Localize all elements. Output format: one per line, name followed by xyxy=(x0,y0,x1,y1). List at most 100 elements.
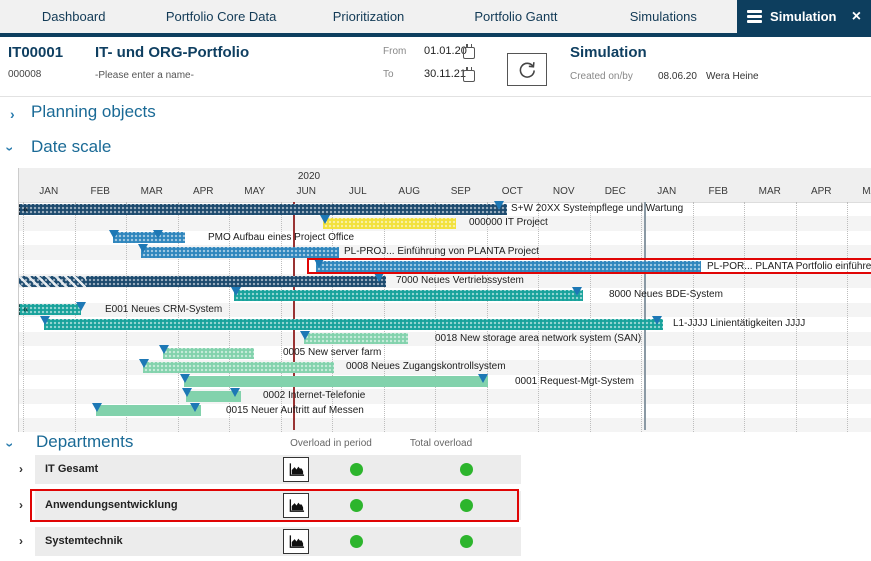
date-triangle-marker xyxy=(138,244,148,254)
utilization-chart-button[interactable] xyxy=(283,529,309,554)
date-triangle-marker xyxy=(109,229,119,239)
from-date-field[interactable]: 01.01.20 xyxy=(424,45,467,57)
gantt-bar[interactable]: « xyxy=(19,304,81,316)
tab-dashboard[interactable]: Dashboard xyxy=(41,9,106,24)
date-triangle-marker xyxy=(40,316,50,326)
gantt-bar[interactable] xyxy=(113,232,185,244)
month-gridline xyxy=(589,202,591,432)
section-date-scale[interactable]: Date scale xyxy=(31,137,112,156)
month-gridline xyxy=(847,202,848,432)
month-label: APR xyxy=(810,186,832,197)
utilization-chart-button[interactable] xyxy=(283,457,309,482)
gantt-bar-label: 0002 Internet-Telefonie xyxy=(263,390,366,402)
month-label: JAN xyxy=(657,186,677,197)
month-label: MAY xyxy=(862,186,871,197)
gantt-bar[interactable] xyxy=(19,275,386,287)
department-row[interactable]: Systemtechnik xyxy=(35,527,521,556)
month-gridline xyxy=(229,202,230,432)
section-departments[interactable]: Departments xyxy=(36,432,134,451)
department-label: IT Gesamt xyxy=(45,463,99,475)
tab-portfolio-core-data[interactable]: Portfolio Core Data xyxy=(165,9,277,24)
month-label: MAR xyxy=(140,186,163,197)
month-label: JAN xyxy=(39,186,59,197)
date-triangle-marker xyxy=(139,359,149,369)
histogram-icon xyxy=(289,463,304,476)
gantt-bar-label: 0008 Neues Zugangskontrollsystem xyxy=(346,361,506,373)
department-row[interactable]: Anwendungsentwicklung xyxy=(35,491,521,520)
menu-icon[interactable] xyxy=(747,8,763,26)
month-gridline xyxy=(280,202,282,432)
gantt-bar-label: 0015 Neuer Auftritt auf Messen xyxy=(226,404,364,416)
chevron-right-icon[interactable]: › xyxy=(19,534,23,548)
created-date: 08.06.20 xyxy=(658,71,697,82)
chevron-right-icon[interactable]: › xyxy=(19,462,23,476)
gantt-bar-label: 0018 New storage area network system (SA… xyxy=(435,332,642,344)
total-overload-status xyxy=(460,463,473,476)
gantt-bar-label: PL-POR... PLANTA Portfolio einführen xyxy=(707,260,871,272)
refresh-button[interactable] xyxy=(507,53,547,86)
chevron-right-icon[interactable]: › xyxy=(10,106,15,122)
month-gridline xyxy=(74,202,76,432)
header-divider xyxy=(0,96,871,97)
gantt-bar-label: E001 Neues CRM-System xyxy=(105,303,223,315)
calendar-icon[interactable] xyxy=(463,44,475,59)
chevron-right-icon[interactable]: › xyxy=(19,498,23,512)
simulation-name-field[interactable]: -Please enter a name- xyxy=(95,70,194,81)
department-label: Anwendungsentwicklung xyxy=(45,499,178,511)
from-label: From xyxy=(383,46,407,57)
gantt-bar[interactable] xyxy=(323,217,456,229)
month-gridline xyxy=(23,202,24,432)
tab-simulations[interactable]: Simulations xyxy=(629,9,697,24)
month-label: JUN xyxy=(296,186,316,197)
month-gridline xyxy=(332,202,333,432)
gantt-bar[interactable] xyxy=(163,347,254,359)
tab-prioritization[interactable]: Prioritization xyxy=(332,9,405,24)
gantt-timescale-header: 2020 JAN FEB MAR APR MAY JUN JUL AUG SEP OCT NOV DE… xyxy=(19,168,871,203)
close-icon[interactable]: × xyxy=(851,8,862,25)
gantt-bar-label: 7000 Neues Vertriebssystem xyxy=(396,275,524,286)
calendar-icon[interactable] xyxy=(463,67,475,82)
date-triangle-marker xyxy=(300,330,310,340)
gantt-bar[interactable] xyxy=(143,361,334,373)
column-total-overload: Total overload xyxy=(409,438,473,449)
row-stripe xyxy=(19,331,871,346)
scrolled-left-marker: « xyxy=(23,203,29,215)
tab-portfolio-gantt[interactable]: Portfolio Gantt xyxy=(474,9,558,24)
date-triangle-marker xyxy=(92,402,102,412)
date-triangle-marker xyxy=(159,345,169,354)
gantt-body: « S+W 20XX Systempflege und Wartung 000000… xyxy=(19,201,871,432)
created-on-by-label: Created on/by xyxy=(570,71,633,82)
date-triangle-marker xyxy=(478,373,488,383)
month-gridline xyxy=(692,202,694,432)
gantt-bar[interactable]: « xyxy=(19,203,507,215)
department-row[interactable]: IT Gesamt xyxy=(35,455,521,484)
gantt-bar[interactable] xyxy=(184,376,488,388)
histogram-icon xyxy=(289,535,304,548)
month-gridline xyxy=(486,202,488,432)
gantt-bar[interactable] xyxy=(316,261,701,273)
date-triangle-marker xyxy=(494,201,504,210)
created-by: Wera Heine xyxy=(706,71,759,82)
chevron-down-icon[interactable]: › xyxy=(2,146,19,152)
gantt-bar-label: 000000 IT Project xyxy=(469,217,548,229)
tab-simulation-active[interactable]: Simulation × xyxy=(737,0,871,33)
gantt-bar[interactable] xyxy=(304,333,408,345)
month-label: FEB xyxy=(708,186,728,197)
gantt-bar-label: 8000 Neues BDE-System xyxy=(609,289,723,301)
gantt-bar[interactable] xyxy=(234,289,583,301)
gantt-bar[interactable] xyxy=(44,318,663,330)
month-label: AUG xyxy=(398,186,421,197)
column-overload-in-period: Overload in period xyxy=(290,438,372,449)
chevron-down-icon[interactable]: › xyxy=(2,442,19,448)
section-planning-objects[interactable]: Planning objects xyxy=(31,102,156,121)
to-date-field[interactable]: 30.11.21 xyxy=(424,68,467,80)
current-date-line xyxy=(293,202,295,430)
utilization-chart-button[interactable] xyxy=(283,493,309,518)
gantt-bar[interactable] xyxy=(186,390,241,402)
overload-period-status xyxy=(350,499,363,512)
gantt-bar-label: L1-JJJJ Linientätigkeiten JJJJ xyxy=(673,318,806,330)
month-gridline xyxy=(538,202,539,432)
gantt-bar[interactable] xyxy=(141,246,339,258)
gantt-bar[interactable] xyxy=(96,405,201,417)
year-label: 2020 xyxy=(297,171,321,182)
